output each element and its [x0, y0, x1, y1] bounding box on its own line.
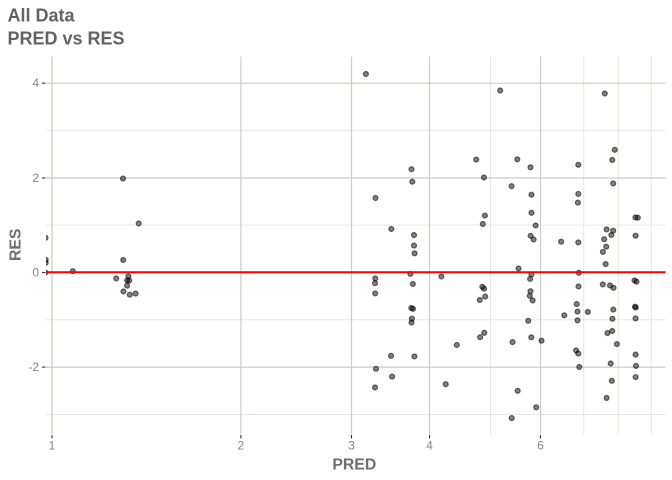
svg-text:1: 1: [49, 439, 56, 453]
svg-text:RES: RES: [8, 229, 25, 261]
svg-text:4: 4: [32, 76, 39, 90]
svg-text:6: 6: [537, 439, 544, 453]
svg-text:2: 2: [32, 171, 39, 185]
svg-text:PRED: PRED: [332, 457, 376, 474]
svg-text:0: 0: [32, 265, 39, 279]
svg-text:-2: -2: [28, 360, 39, 374]
svg-text:PRED vs RES: PRED vs RES: [8, 29, 125, 49]
svg-text:2: 2: [238, 439, 245, 453]
svg-text:All Data: All Data: [8, 6, 76, 26]
svg-text:4: 4: [426, 439, 433, 453]
svg-text:3: 3: [348, 439, 355, 453]
